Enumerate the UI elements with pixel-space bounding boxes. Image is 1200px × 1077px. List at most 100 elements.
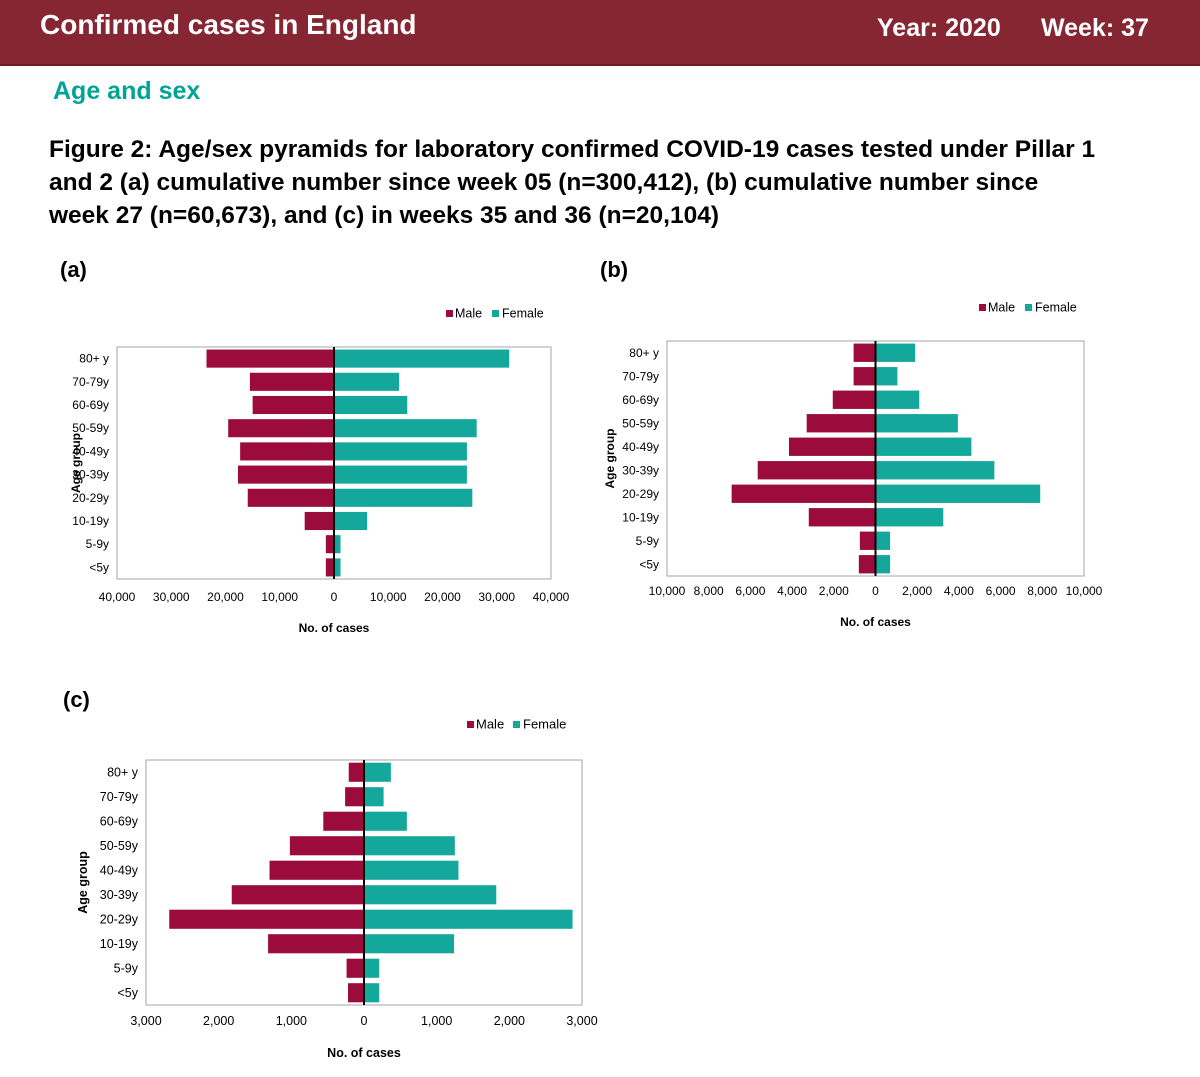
category-label: 60-69y — [100, 814, 139, 828]
y-axis-title: Age group — [76, 851, 90, 914]
panel-label-c: (c) — [63, 687, 90, 712]
category-label: 50-59y — [100, 839, 139, 853]
bar-male-a-6 — [247, 488, 334, 507]
legend-swatch-male — [446, 310, 453, 317]
category-label: 70-79y — [72, 375, 109, 389]
y-axis-title: Age group — [69, 433, 83, 493]
x-tick-label: 30,000 — [478, 590, 515, 604]
bar-female-c-6 — [364, 909, 573, 929]
bar-male-c-8 — [346, 958, 364, 978]
category-label: 60-69y — [622, 393, 659, 407]
bar-female-a-5 — [334, 465, 467, 484]
category-label: 80+ y — [629, 346, 659, 360]
bar-male-a-4 — [240, 442, 334, 461]
bar-female-a-3 — [334, 419, 477, 438]
category-label: 80+ y — [79, 352, 109, 366]
category-label: 40-49y — [622, 440, 659, 454]
header-year: Year: 2020 — [877, 14, 1001, 42]
bar-male-b-5 — [757, 461, 876, 480]
legend-label-female: Female — [523, 717, 566, 732]
category-label: 50-59y — [72, 421, 109, 435]
bar-male-c-6 — [169, 909, 364, 929]
bar-male-b-1 — [853, 367, 876, 386]
x-tick-label: 6,000 — [735, 584, 765, 598]
bar-male-a-8 — [325, 535, 334, 554]
bar-male-a-7 — [304, 511, 334, 531]
bar-male-a-5 — [237, 465, 334, 484]
header-week: Week: 37 — [1041, 14, 1149, 42]
bar-female-c-3 — [364, 836, 455, 856]
bar-female-c-9 — [364, 983, 380, 1003]
bar-female-c-1 — [364, 787, 384, 807]
x-axis-title: No. of cases — [840, 615, 911, 629]
legend-swatch-male — [467, 721, 474, 728]
y-axis-title: Age group — [603, 429, 617, 489]
bar-male-c-3 — [289, 836, 364, 856]
category-label: 10-19y — [622, 510, 659, 524]
legend-label-male: Male — [455, 307, 482, 321]
x-tick-label: 6,000 — [986, 584, 1016, 598]
bar-female-b-7 — [875, 508, 944, 527]
bar-female-a-7 — [334, 511, 368, 531]
x-tick-label: 2,000 — [902, 584, 932, 598]
legend-swatch-female — [492, 310, 499, 317]
bar-female-b-6 — [875, 484, 1041, 503]
x-tick-label: 1,000 — [276, 1014, 307, 1028]
x-axis-title: No. of cases — [327, 1046, 401, 1060]
bar-male-c-0 — [348, 762, 364, 782]
bar-male-c-4 — [269, 860, 364, 880]
category-label: 70-79y — [100, 790, 139, 804]
bar-female-b-0 — [875, 343, 916, 362]
bar-male-b-6 — [731, 484, 876, 503]
bar-female-c-5 — [364, 885, 497, 905]
bar-male-a-0 — [206, 349, 334, 368]
legend-label-female: Female — [502, 307, 544, 321]
x-tick-label: 8,000 — [1027, 584, 1057, 598]
x-tick-label: 10,000 — [1066, 584, 1103, 598]
bar-male-c-7 — [268, 934, 364, 954]
category-label: 60-69y — [72, 398, 109, 412]
bar-female-b-8 — [875, 531, 891, 550]
x-tick-label: 20,000 — [207, 590, 244, 604]
header-title: Confirmed cases in England — [40, 9, 417, 40]
bar-female-b-1 — [875, 367, 898, 386]
bar-male-a-1 — [249, 372, 334, 391]
category-label: 5-9y — [114, 961, 139, 975]
x-tick-label: 40,000 — [99, 590, 136, 604]
x-tick-label: 10,000 — [370, 590, 407, 604]
bar-male-a-9 — [325, 558, 334, 577]
bar-female-a-4 — [334, 442, 467, 461]
bar-male-a-2 — [252, 395, 334, 415]
bar-female-b-3 — [875, 414, 958, 433]
category-label: 20-29y — [622, 487, 659, 501]
bar-male-b-0 — [853, 343, 876, 362]
x-tick-label: 40,000 — [533, 590, 570, 604]
x-tick-label: 10,000 — [649, 584, 686, 598]
bar-male-c-5 — [231, 885, 364, 905]
bar-female-b-2 — [875, 390, 920, 409]
category-label: 10-19y — [100, 937, 139, 951]
bar-male-b-8 — [859, 531, 876, 550]
legend-label-male: Male — [988, 301, 1015, 315]
category-label: <5y — [89, 560, 109, 574]
x-tick-label: 0 — [361, 1014, 368, 1028]
category-label: 20-29y — [72, 491, 109, 505]
bar-male-b-4 — [788, 437, 876, 456]
bar-male-b-7 — [808, 508, 876, 527]
legend-label-female: Female — [1035, 301, 1077, 315]
bar-male-a-3 — [228, 419, 334, 438]
category-label: 5-9y — [636, 534, 659, 548]
category-label: 40-49y — [72, 444, 109, 458]
bar-female-c-2 — [364, 811, 407, 831]
category-label: <5y — [639, 557, 659, 571]
bar-male-c-9 — [348, 983, 364, 1003]
x-tick-label: 2,000 — [494, 1014, 525, 1028]
bar-female-b-9 — [875, 555, 891, 574]
x-tick-label: 3,000 — [566, 1014, 597, 1028]
bar-female-a-8 — [334, 535, 341, 554]
category-label: 30-39y — [622, 463, 659, 477]
category-label: 30-39y — [72, 468, 109, 482]
